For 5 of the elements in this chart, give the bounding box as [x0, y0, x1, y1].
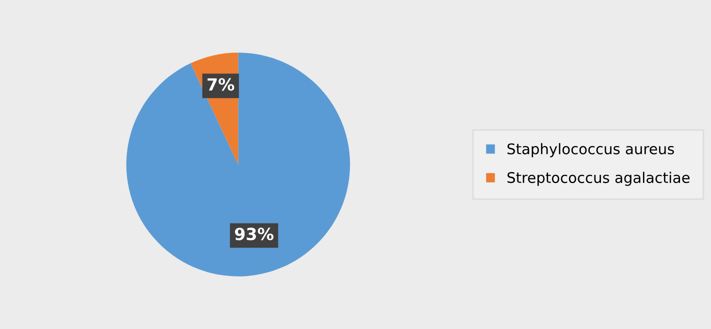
- pie-slice: [126, 52, 350, 276]
- data-label: 7%: [208, 78, 234, 91]
- legend-label: Staphylococcus aureus: [508, 143, 674, 158]
- data-label: 93%: [234, 228, 274, 240]
- legend-label: Streptococcus agalactiae: [508, 172, 690, 186]
